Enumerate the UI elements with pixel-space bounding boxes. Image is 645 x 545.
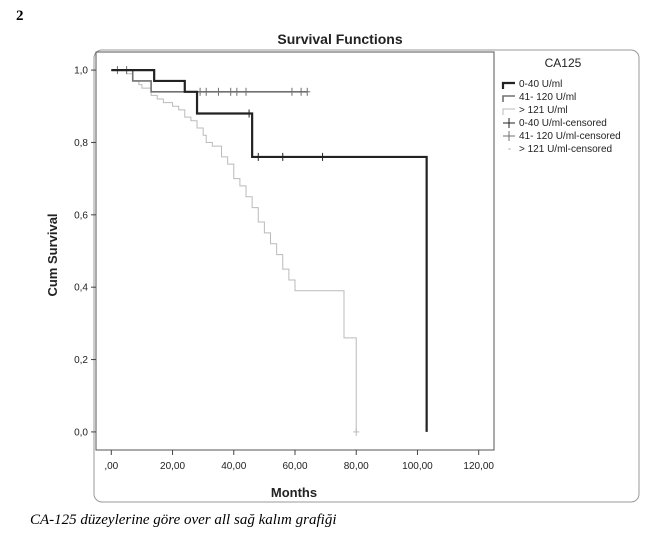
series-line	[111, 69, 357, 432]
legend: CA125 0-40 U/ml 41- 120 U/ml > 121 U/ml 0-40…	[501, 56, 621, 155]
x-tick-label: 20,00	[160, 461, 185, 472]
plot-area: ,00 20,00 40,00 60,00 80,00 100,00 120,00 0,0 0,…	[74, 51, 495, 472]
y-tick-label: 0,4	[74, 283, 88, 294]
legend-title: CA125	[545, 56, 582, 70]
chart-frame	[93, 49, 640, 503]
legend-entry: 0-40 U/ml	[519, 79, 562, 90]
legend-entry: 41- 120 U/ml-censored	[519, 131, 621, 142]
x-axis-label: Months	[271, 485, 317, 500]
x-tick-label: 100,00	[402, 461, 433, 472]
x-tick-label: 40,00	[221, 461, 246, 472]
figure-number: 2	[16, 8, 24, 24]
series-line	[111, 69, 308, 93]
y-tick-label: 0,8	[74, 138, 88, 149]
legend-swatch	[501, 81, 515, 89]
y-tick-label: 0,6	[74, 210, 88, 221]
legend-entry: > 121 U/ml-censored	[519, 144, 612, 155]
figure-caption: CA-125 düzeylerine göre over all sağ kal…	[30, 512, 337, 528]
y-axis-label: Cum Survival	[45, 213, 60, 296]
y-tick-label: 1,0	[74, 66, 88, 77]
x-tick-label: ,00	[104, 461, 118, 472]
legend-entry: > 121 U/ml	[519, 105, 568, 116]
x-tick-label: 120,00	[463, 461, 494, 472]
x-tick-label: 80,00	[344, 461, 369, 472]
plot-border	[95, 51, 495, 451]
y-tick-label: 0,2	[74, 355, 88, 366]
series-line	[111, 68, 428, 432]
legend-swatch	[502, 95, 515, 102]
chart-title: Survival Functions	[277, 31, 402, 47]
y-tick-label: 0,0	[74, 427, 88, 438]
survival-chart: Survival Functions Months Cum Survival ,…	[45, 31, 640, 503]
legend-entry: 41- 120 U/ml	[519, 92, 576, 103]
legend-swatch	[502, 108, 515, 115]
x-tick-label: 60,00	[282, 461, 307, 472]
legend-entry: 0-40 U/ml-censored	[519, 118, 607, 129]
